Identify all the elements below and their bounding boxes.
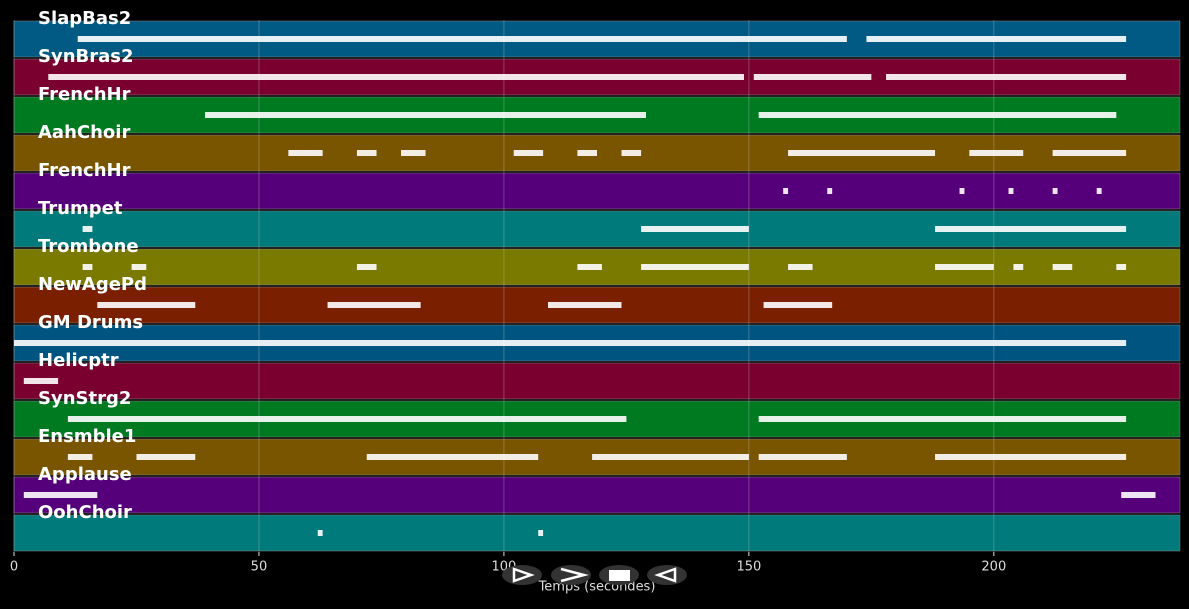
x-tick-label: 0	[10, 560, 18, 575]
track-name: FrenchHr	[38, 84, 131, 105]
note-segment	[1116, 264, 1127, 270]
rewind-button[interactable]	[647, 565, 687, 585]
note-segment	[136, 454, 196, 460]
track-name: Ensmble1	[38, 426, 136, 447]
note-segment	[548, 302, 622, 308]
track-name: OohChoir	[38, 502, 132, 523]
note-segment	[758, 416, 1127, 422]
stop-button[interactable]	[599, 565, 639, 585]
note-segment	[935, 264, 994, 270]
note-segment	[1052, 264, 1073, 270]
x-tick-label: 200	[981, 560, 1006, 575]
note-segment	[67, 416, 627, 422]
track-row	[13, 476, 1181, 514]
note-segment	[23, 492, 98, 498]
note-segment	[1052, 188, 1058, 194]
note-segment	[866, 36, 1127, 42]
note-segment	[577, 150, 597, 156]
note-segment	[97, 302, 196, 308]
x-tick-label: 150	[736, 560, 761, 575]
note-segment	[327, 302, 421, 308]
x-axis-label: Temps (secondes)	[538, 580, 656, 595]
note-segment	[48, 74, 744, 80]
track-row	[13, 172, 1181, 210]
note-segment	[827, 188, 833, 194]
track-name: SlapBas2	[38, 8, 131, 29]
track-name: Trombone	[38, 236, 139, 257]
track-name: AahChoir	[38, 122, 130, 143]
note-segment	[131, 264, 147, 270]
track-name: NewAgePd	[38, 274, 147, 295]
note-segment	[621, 150, 642, 156]
track-name: Helicptr	[38, 350, 119, 371]
grid	[13, 20, 995, 552]
track-name: Applause	[38, 464, 132, 485]
note-segment	[935, 454, 1127, 460]
labels: SlapBas2 SynBras2 FrenchHr AahChoir FrenchHr…	[38, 8, 147, 523]
note-segment	[969, 150, 1024, 156]
note-segment	[592, 454, 749, 460]
note-segment	[641, 226, 749, 232]
notes	[14, 36, 1156, 536]
note-segment	[783, 188, 789, 194]
note-segment	[577, 264, 602, 270]
play-button[interactable]	[502, 565, 542, 585]
note-segment	[641, 264, 749, 270]
note-segment	[82, 264, 93, 270]
track-name: GM Drums	[38, 312, 143, 333]
note-segment	[763, 302, 833, 308]
note-segment	[356, 150, 377, 156]
track-name: SynStrg2	[38, 388, 131, 409]
note-segment	[935, 226, 1127, 232]
note-segment	[317, 530, 323, 536]
track-row	[13, 514, 1181, 552]
note-segment	[82, 226, 93, 232]
note-segment	[288, 150, 323, 156]
note-segment	[23, 378, 59, 384]
note-segment	[788, 150, 936, 156]
note-segment	[753, 74, 872, 80]
note-segment	[788, 264, 813, 270]
note-segment	[366, 454, 539, 460]
note-segment	[77, 36, 847, 42]
track-name: FrenchHr	[38, 160, 131, 181]
note-segment	[1008, 188, 1014, 194]
note-segment	[758, 454, 847, 460]
note-segment	[205, 112, 646, 118]
note-segment	[959, 188, 965, 194]
note-segment	[67, 454, 93, 460]
x-axis: 0 50 100 150 200	[10, 552, 1006, 575]
rows	[13, 20, 1181, 552]
note-segment	[886, 74, 1127, 80]
track-row	[13, 362, 1181, 400]
note-segment	[356, 264, 377, 270]
note-segment	[513, 150, 544, 156]
controls	[502, 565, 687, 585]
track-name: Trumpet	[38, 198, 123, 219]
note-segment	[1052, 150, 1127, 156]
note-segment	[758, 112, 1117, 118]
track-name: SynBras2	[38, 46, 134, 67]
note-segment	[538, 530, 544, 536]
note-segment	[1121, 492, 1156, 498]
forward-button[interactable]	[551, 565, 591, 585]
note-segment	[14, 340, 1127, 346]
note-segment	[1013, 264, 1024, 270]
note-segment	[1096, 188, 1102, 194]
x-tick-label: 50	[251, 560, 268, 575]
note-segment	[401, 150, 426, 156]
